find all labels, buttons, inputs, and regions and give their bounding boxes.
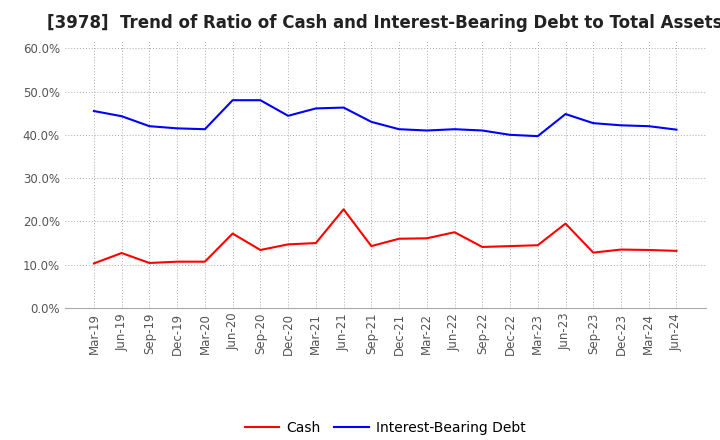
Line: Interest-Bearing Debt: Interest-Bearing Debt [94,100,677,136]
Cash [201,259,210,264]
Cash [423,236,431,241]
Cash [450,230,459,235]
Interest-Bearing Debt [256,98,265,103]
Cash [478,244,487,249]
Cash [173,259,181,264]
Cash [228,231,237,236]
Cash [312,240,320,246]
Interest-Bearing Debt [201,127,210,132]
Cash [339,207,348,212]
Legend: Cash, Interest-Bearing Debt: Cash, Interest-Bearing Debt [239,415,531,440]
Cash [672,248,681,253]
Interest-Bearing Debt [173,126,181,131]
Interest-Bearing Debt [589,121,598,126]
Interest-Bearing Debt [561,111,570,117]
Interest-Bearing Debt [534,133,542,139]
Interest-Bearing Debt [672,127,681,132]
Cash [395,236,403,242]
Cash [117,250,126,256]
Interest-Bearing Debt [367,119,376,125]
Cash [589,250,598,255]
Interest-Bearing Debt [228,98,237,103]
Line: Cash: Cash [94,209,677,264]
Interest-Bearing Debt [312,106,320,111]
Interest-Bearing Debt [284,113,292,118]
Cash [89,261,98,266]
Interest-Bearing Debt [450,127,459,132]
Cash [505,243,514,249]
Title: [3978]  Trend of Ratio of Cash and Interest-Bearing Debt to Total Assets: [3978] Trend of Ratio of Cash and Intere… [48,15,720,33]
Interest-Bearing Debt [644,124,653,129]
Interest-Bearing Debt [478,128,487,133]
Cash [256,247,265,253]
Interest-Bearing Debt [117,114,126,119]
Interest-Bearing Debt [423,128,431,133]
Cash [284,242,292,247]
Cash [561,221,570,226]
Interest-Bearing Debt [616,123,625,128]
Cash [367,243,376,249]
Cash [644,247,653,253]
Interest-Bearing Debt [89,108,98,114]
Interest-Bearing Debt [395,127,403,132]
Cash [534,242,542,248]
Interest-Bearing Debt [145,124,154,129]
Cash [616,247,625,252]
Interest-Bearing Debt [505,132,514,137]
Cash [145,260,154,266]
Interest-Bearing Debt [339,105,348,110]
